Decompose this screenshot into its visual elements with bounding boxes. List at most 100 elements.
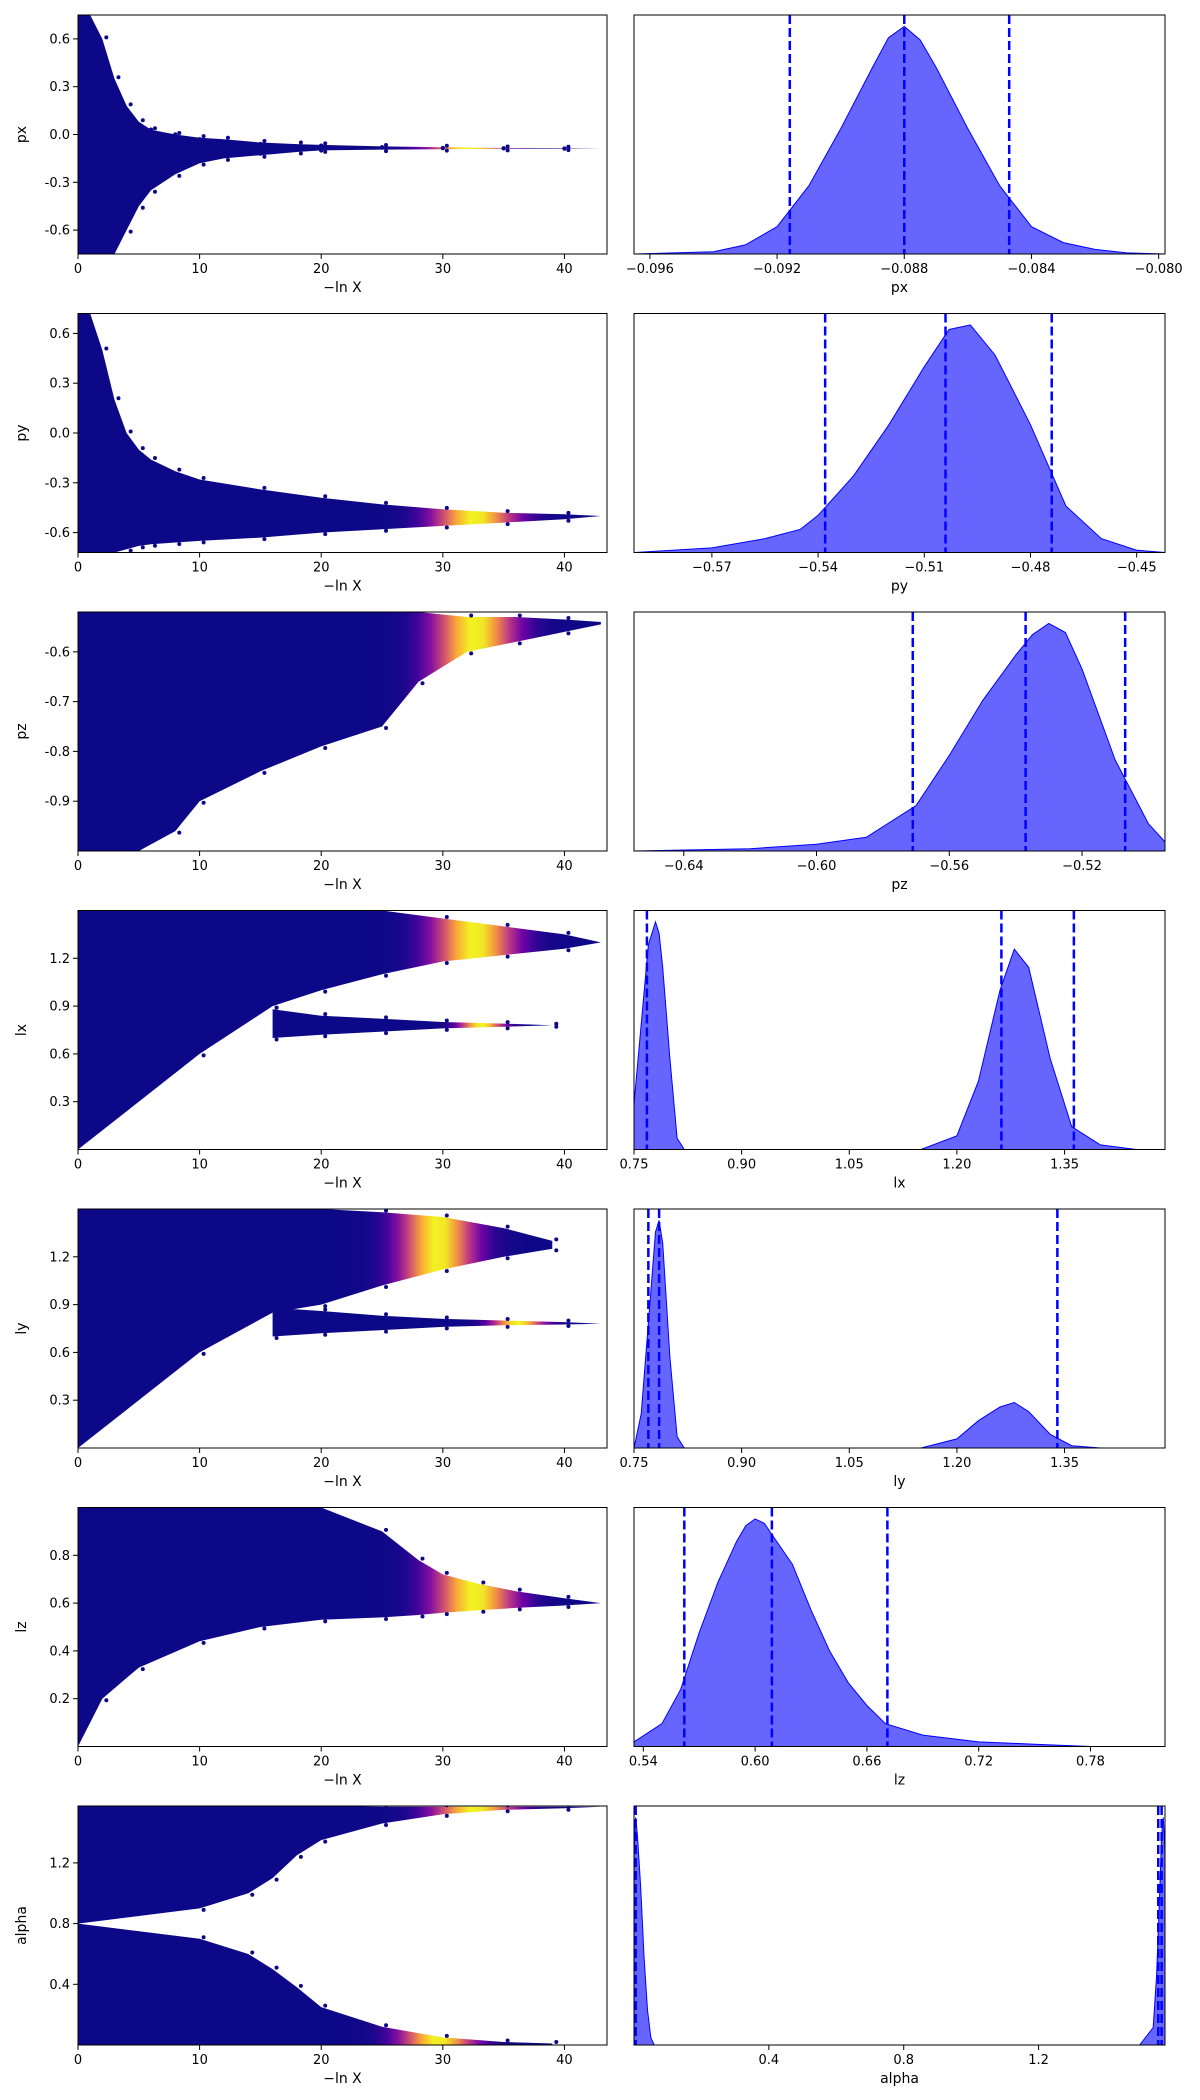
sample-point <box>258 141 263 147</box>
y-tick-label: -0.3 <box>45 476 70 491</box>
sample-point <box>481 1580 486 1585</box>
plot-area <box>634 15 1165 254</box>
x-axis-label: −ln X <box>323 579 362 595</box>
sample-point <box>298 1854 303 1859</box>
sample-point <box>444 1806 449 1808</box>
sample-point <box>262 154 267 159</box>
x-tick-label: −0.092 <box>753 262 801 277</box>
sample-point <box>566 1318 571 1323</box>
sample-point <box>177 830 182 835</box>
sample-point <box>323 494 328 499</box>
axes-frame <box>77 1507 608 1747</box>
axes-frame <box>633 611 1166 852</box>
sample-cloud <box>78 1209 553 1448</box>
x-tick-label: 30 <box>435 1755 452 1770</box>
sample-point <box>201 475 206 480</box>
plot-area <box>634 1806 1165 2045</box>
sample-point <box>177 542 182 547</box>
posterior-density <box>634 1817 1165 2045</box>
x-axis-label: lz <box>894 1773 905 1789</box>
y-tick-label: 0.0 <box>49 128 70 143</box>
sample-point <box>116 75 121 80</box>
trace-panel-px: -0.6 -0.3 0.0 0.3 0.6 px 0 10 20 30 40 −ln X <box>14 14 608 296</box>
x-tick-label: 0.75 <box>620 1456 649 1471</box>
posterior-density <box>634 25 1165 254</box>
sample-point <box>104 346 109 351</box>
sample-point <box>262 138 267 143</box>
sample-point <box>517 641 522 646</box>
x-tick-label: −0.60 <box>797 859 837 874</box>
y-tick-label: -0.3 <box>45 176 70 191</box>
plot-area <box>78 1507 601 1747</box>
x-tick-label: −0.56 <box>929 859 969 874</box>
sample-point <box>298 151 303 156</box>
sample-cloud <box>78 612 601 851</box>
trace-panel-ly: 0.3 0.6 0.9 1.2 ly 0 10 20 30 40 −ln X <box>14 1208 608 1490</box>
sample-point <box>128 548 133 553</box>
sample-point <box>201 1935 206 1940</box>
sample-cloud <box>78 1923 553 2045</box>
sample-point <box>323 1307 328 1312</box>
x-tick-label: 0.75 <box>620 1158 649 1173</box>
sample-point <box>505 1224 510 1229</box>
sample-point <box>481 1609 486 1614</box>
x-tick-label: 20 <box>313 1158 330 1173</box>
plot-area <box>634 612 1165 851</box>
x-tick-label: −0.080 <box>1135 262 1183 277</box>
y-tick-label: 0.3 <box>49 1394 70 1409</box>
sample-cloud <box>78 313 601 553</box>
x-axis-label: −ln X <box>323 2071 362 2087</box>
sample-point <box>501 146 506 151</box>
sample-point <box>566 148 571 153</box>
y-tick-label: 0.3 <box>49 377 70 392</box>
sample-cloud <box>78 1806 601 1924</box>
sample-point <box>201 134 206 139</box>
x-tick-label: 0.78 <box>1076 1755 1105 1770</box>
sample-point <box>444 1570 449 1575</box>
y-tick-label: 0.9 <box>49 1000 70 1015</box>
x-tick-label: 20 <box>313 561 330 576</box>
y-tick-label: -0.6 <box>45 645 70 660</box>
y-axis-label: py <box>14 424 30 441</box>
sample-point <box>319 148 324 153</box>
sample-point <box>566 1594 571 1599</box>
sample-point <box>444 1018 449 1023</box>
x-tick-label: 10 <box>191 2053 208 2068</box>
sample-point <box>104 35 109 40</box>
sample-point <box>201 800 206 805</box>
sample-point <box>517 613 522 618</box>
sample-point <box>262 537 267 542</box>
sample-point <box>444 505 449 510</box>
axes-frame <box>77 14 608 255</box>
x-tick-label: 20 <box>313 262 330 277</box>
sample-point <box>505 954 510 959</box>
y-axis-label: lx <box>14 1024 30 1036</box>
sample-point <box>420 1556 425 1561</box>
axes-frame <box>77 313 608 553</box>
sample-point <box>258 151 263 156</box>
x-tick-label: 1.20 <box>942 1456 971 1471</box>
sample-point <box>152 456 157 461</box>
sample-point <box>384 1527 389 1532</box>
sample-point <box>566 510 571 515</box>
sample-point <box>554 2039 559 2044</box>
sample-point <box>136 124 142 129</box>
x-tick-label: 1.20 <box>942 1158 971 1173</box>
sample-point <box>173 132 178 137</box>
x-tick-label: 1.35 <box>1050 1456 1079 1471</box>
sample-point <box>140 118 145 123</box>
x-tick-label: 0 <box>74 561 82 576</box>
sample-point <box>444 914 449 919</box>
sample-point <box>298 1983 303 1988</box>
sample-point <box>566 1807 571 1812</box>
sample-point <box>250 1950 255 1955</box>
sample-point <box>128 102 133 107</box>
sample-point <box>444 2033 449 2038</box>
sample-cloud <box>272 1307 601 1337</box>
y-tick-label: -0.9 <box>45 795 70 810</box>
sample-point <box>444 1213 449 1218</box>
x-axis-label: −ln X <box>323 1474 362 1490</box>
sample-point <box>323 1619 328 1624</box>
x-axis-label: ly <box>893 1474 905 1490</box>
x-tick-label: −0.64 <box>664 859 704 874</box>
